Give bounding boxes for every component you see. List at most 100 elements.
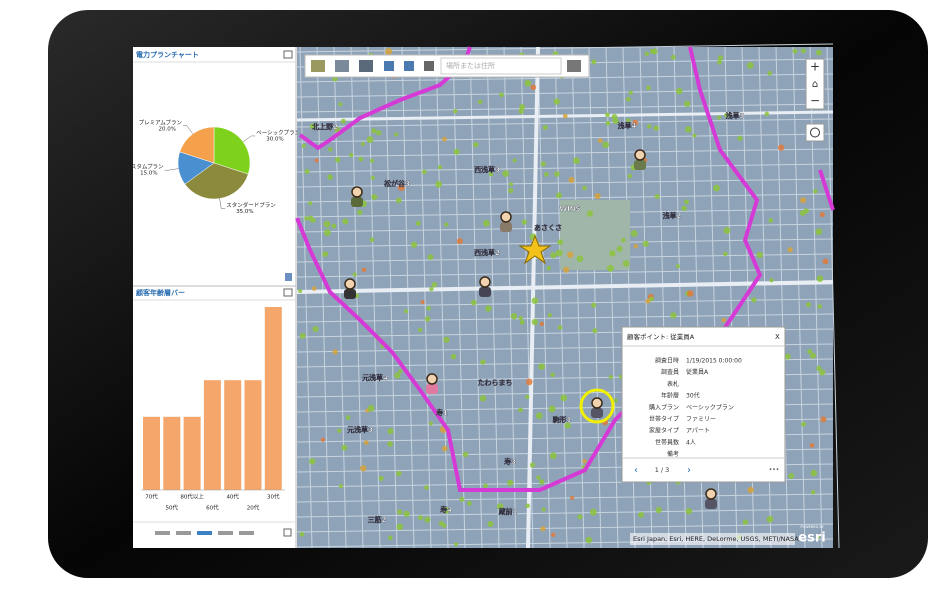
road	[588, 46, 602, 549]
leader-line	[182, 125, 194, 135]
field-value: ファミリー	[686, 416, 716, 423]
page-dot[interactable]	[239, 531, 254, 535]
area-boundary	[818, 169, 835, 211]
poi-dot	[591, 59, 597, 65]
tool-button[interactable]	[335, 60, 349, 72]
map-label: 元浅草3	[347, 425, 373, 434]
poi-dot	[453, 108, 458, 114]
panel-title: 電力プランチャート	[136, 50, 199, 59]
poi-dot	[360, 141, 365, 147]
poi-dot	[480, 359, 486, 365]
store-star[interactable]	[518, 234, 552, 265]
field-label: 備考	[667, 450, 679, 458]
poi-dot	[477, 99, 483, 105]
poi-dot	[670, 312, 677, 319]
road	[469, 46, 483, 549]
poi-dot	[496, 503, 504, 510]
poi-dot	[767, 71, 773, 76]
poi-dot	[387, 428, 394, 435]
popup: 顧客ポイント: 従業員A X ‹ 1 / 3 › ••• 調査日時 1/19/20…	[621, 326, 786, 483]
poi-dot	[585, 536, 593, 544]
popup-more[interactable]: •••	[769, 467, 780, 474]
poi-dot	[557, 239, 564, 246]
tool-button[interactable]	[311, 60, 325, 72]
page-dot[interactable]	[197, 531, 212, 535]
home-button[interactable]: ⌂	[812, 79, 818, 90]
popup-close[interactable]: X	[775, 333, 780, 341]
poi-dot	[394, 132, 399, 137]
poi-dot	[342, 218, 349, 225]
maximize-button[interactable]	[283, 50, 293, 59]
poi-dot	[424, 516, 431, 523]
road	[537, 46, 551, 549]
popup-prev[interactable]: ‹	[634, 465, 638, 476]
tool-button[interactable]	[359, 60, 373, 72]
poi-dot	[424, 316, 431, 322]
poi-dot	[299, 332, 306, 339]
list-button[interactable]	[285, 273, 292, 281]
zoom-out[interactable]: −	[810, 94, 820, 108]
zoom-in[interactable]: +	[810, 60, 820, 74]
locate-button[interactable]	[805, 123, 825, 142]
maximize-button[interactable]	[283, 288, 293, 297]
poi-dot	[563, 266, 570, 273]
road	[605, 46, 619, 549]
poi-dot	[385, 47, 393, 55]
poi-dot	[454, 542, 459, 547]
poi-dot	[512, 158, 517, 163]
poi-dot	[518, 407, 523, 413]
map: 北上野2 松が谷3 西浅草3 西浅草2 浅草4 浅草3 浅草2 元浅草4 元浅草3 寿1 駒形1 寿3…	[295, 43, 840, 549]
map-label: 蔵前1	[498, 507, 518, 516]
tool-button[interactable]	[404, 61, 414, 71]
add-button[interactable]	[283, 528, 292, 537]
poi-dot	[539, 321, 544, 327]
poi-dot	[645, 298, 651, 304]
esri-logo: esri	[798, 531, 825, 546]
poi-dot	[529, 462, 536, 468]
leader-line	[219, 198, 226, 209]
poi-dot	[809, 443, 815, 448]
poi-dot	[421, 169, 427, 175]
x-tick-label: 60代	[206, 504, 219, 512]
poi-dot	[630, 230, 638, 237]
poi-dot	[328, 147, 333, 152]
poi-dot	[613, 398, 618, 403]
field-label: 表札	[667, 380, 679, 388]
page-dot[interactable]	[176, 531, 191, 535]
poi-dot	[394, 372, 401, 379]
poi-dot	[597, 138, 603, 144]
poi-dot	[675, 264, 680, 269]
popup-pager: 1 / 3	[655, 466, 670, 474]
poi-dot	[442, 507, 450, 514]
poi-dot	[819, 369, 826, 376]
search-box[interactable]	[440, 57, 562, 75]
poi-dot	[646, 124, 652, 129]
poi-dot	[531, 318, 539, 326]
bar	[224, 380, 242, 490]
person-head	[634, 149, 646, 161]
poi-dot	[684, 100, 691, 107]
tool-button[interactable]	[384, 61, 394, 71]
search-placeholder: 場所または住所	[446, 61, 495, 70]
road	[296, 133, 834, 143]
field-label: 世帯タイプ	[649, 415, 679, 423]
tool-button[interactable]	[424, 61, 434, 71]
poi-dot	[685, 126, 692, 133]
poi-dot	[570, 495, 575, 500]
poi-dot	[685, 507, 693, 515]
poi-dot	[675, 87, 683, 95]
poi-dot	[609, 250, 616, 257]
poi-dot	[427, 254, 434, 261]
page-dot[interactable]	[155, 531, 170, 535]
poi-dot	[299, 531, 305, 537]
tool-button[interactable]	[567, 60, 581, 72]
field-value: 1/19/2015 0:00:00	[686, 358, 742, 365]
poi-dot	[338, 102, 343, 107]
attribution-bg	[630, 533, 795, 545]
popup-next[interactable]: ›	[687, 465, 691, 476]
person-head	[705, 488, 717, 500]
page-dot[interactable]	[218, 531, 233, 535]
poi-dot	[616, 245, 623, 252]
road	[435, 46, 449, 549]
map-label: たわらまち	[478, 378, 513, 387]
